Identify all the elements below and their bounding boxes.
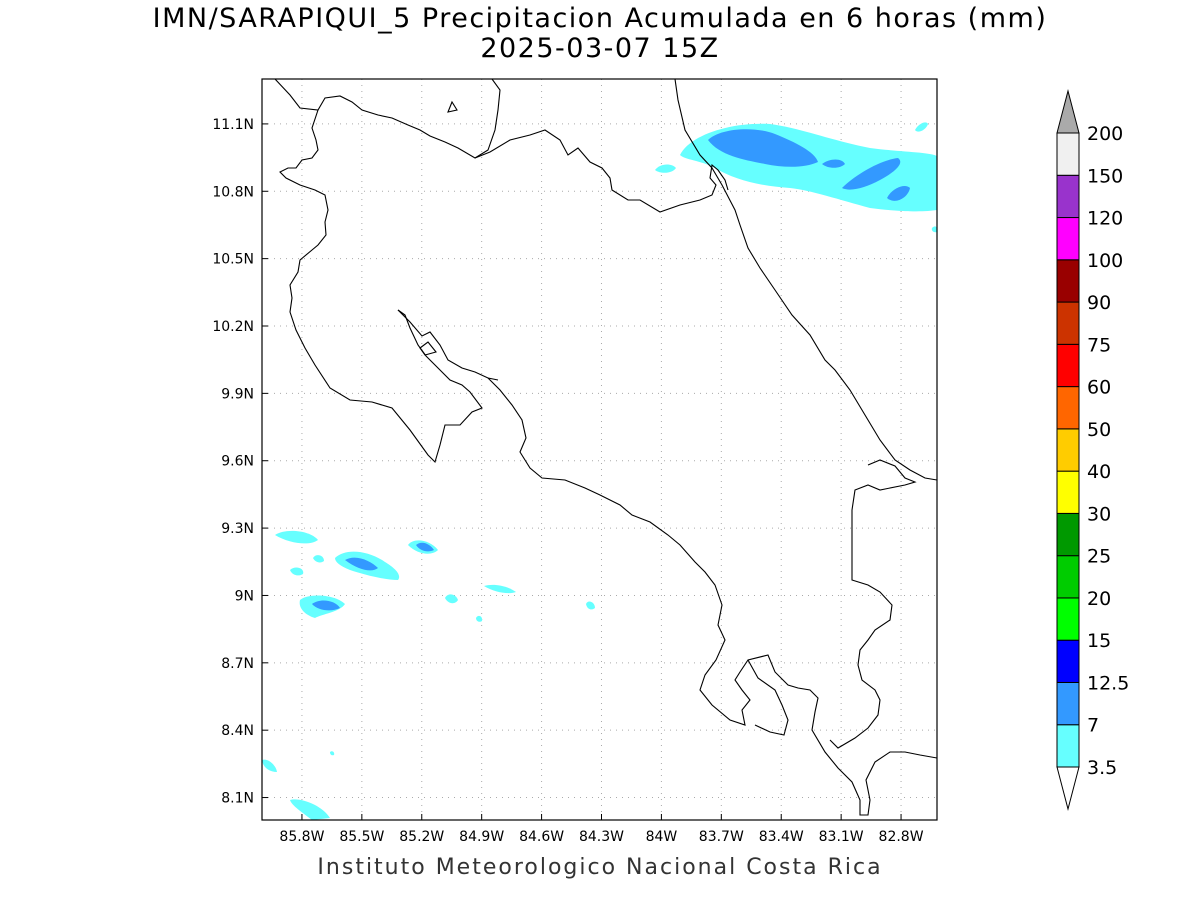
precip-area-light bbox=[655, 164, 676, 173]
precip-area-light bbox=[445, 594, 458, 604]
colorbar-legend: 3.5 7 12.5 15 20 25 30 40 50 60 75 90 100 120 150 200 bbox=[1056, 89, 1129, 811]
colorbar-swatch bbox=[1056, 639, 1080, 683]
colorbar-swatch bbox=[1056, 512, 1080, 557]
footer-credit: Instituto Meteorologico Nacional Costa R… bbox=[317, 855, 883, 880]
colorbar-label: 100 bbox=[1087, 250, 1123, 272]
lon-tick-label: 85.8W bbox=[279, 829, 324, 845]
colorbar-label: 75 bbox=[1087, 334, 1111, 356]
border-north bbox=[474, 129, 729, 213]
colorbar-swatch bbox=[1056, 217, 1080, 261]
lon-tick-label: 84.6W bbox=[519, 829, 564, 845]
lon-tick-label: 84.3W bbox=[579, 829, 624, 845]
precip-area-medium bbox=[708, 129, 818, 167]
colorbar-label: 15 bbox=[1087, 630, 1111, 652]
lat-tick-label: 10.5N bbox=[212, 252, 254, 268]
latitude-axis: 11.1N 10.8N 10.5N 10.2N 9.9N 9.6N 9.3N 9N 8.7N 8.… bbox=[212, 117, 268, 807]
precipitation-areas bbox=[262, 122, 937, 820]
longitude-axis: 85.8W 85.5W 85.2W 84.9W 84.6W 84.3W 84W 83.7W 83… bbox=[279, 814, 924, 845]
colorbar-label: 25 bbox=[1087, 546, 1111, 568]
lon-tick-label: 83.7W bbox=[699, 829, 744, 845]
lat-tick-label: 9.6N bbox=[221, 454, 254, 470]
map-frame bbox=[261, 78, 938, 821]
precip-area-light bbox=[313, 555, 324, 563]
precip-area-medium bbox=[887, 186, 910, 201]
colorbar-label: 7 bbox=[1087, 715, 1099, 737]
precip-area-medium bbox=[345, 557, 378, 571]
coastline-caribbean bbox=[674, 79, 937, 481]
precip-area-light bbox=[931, 226, 937, 233]
precip-area-light bbox=[262, 759, 277, 772]
lon-tick-label: 82.8W bbox=[879, 829, 924, 845]
colorbar-arrow-high bbox=[1056, 89, 1080, 134]
coastline-pacific-central bbox=[487, 377, 937, 816]
colorbar-label: 50 bbox=[1087, 419, 1111, 441]
precip-area-light bbox=[290, 799, 330, 820]
colorbar-swatch bbox=[1056, 343, 1080, 388]
lon-tick-label: 85.2W bbox=[399, 829, 444, 845]
lon-tick-label: 85.5W bbox=[339, 829, 384, 845]
colorbar-label: 150 bbox=[1087, 165, 1123, 187]
precip-area-light bbox=[330, 751, 335, 756]
colorbar-label: 40 bbox=[1087, 461, 1111, 483]
colorbar-swatch bbox=[1056, 428, 1080, 472]
colorbar-arrow-low bbox=[1056, 766, 1080, 811]
colorbar-swatch bbox=[1056, 555, 1080, 599]
precip-area-medium bbox=[842, 158, 901, 190]
colorbar-swatch bbox=[1056, 470, 1080, 514]
colorbar-label: 120 bbox=[1087, 208, 1123, 230]
map-valid-time: 2025-03-07 15Z bbox=[480, 33, 720, 64]
precip-area-medium bbox=[416, 542, 434, 552]
lon-tick-label: 83.1W bbox=[819, 829, 864, 845]
colorbar-label: 90 bbox=[1087, 292, 1111, 314]
lat-tick-label: 8.4N bbox=[221, 723, 254, 739]
precip-area-light bbox=[275, 530, 318, 544]
lat-tick-label: 8.7N bbox=[221, 656, 254, 672]
lon-tick-label: 84.9W bbox=[459, 829, 504, 845]
colorbar-swatch bbox=[1056, 301, 1080, 345]
precip-area-medium bbox=[312, 600, 340, 611]
coastline-north bbox=[274, 79, 501, 159]
chira-island bbox=[419, 341, 437, 356]
precip-area-light bbox=[476, 615, 483, 622]
colorbar-swatch bbox=[1056, 724, 1080, 768]
precip-area-medium bbox=[822, 159, 845, 168]
colorbar-label: 20 bbox=[1087, 588, 1111, 610]
precip-area-light bbox=[290, 567, 304, 576]
colorbar-swatch bbox=[1056, 259, 1080, 303]
gulf-nicoya bbox=[397, 309, 499, 381]
colorbar-label: 60 bbox=[1087, 377, 1111, 399]
colorbar-label: 3.5 bbox=[1087, 757, 1117, 779]
colorbar-label: 12.5 bbox=[1087, 672, 1129, 694]
lake-island bbox=[447, 100, 458, 113]
colorbar-swatch bbox=[1056, 174, 1080, 219]
lon-tick-label: 83.4W bbox=[759, 829, 804, 845]
border-panama bbox=[829, 459, 917, 749]
colorbar-swatch bbox=[1056, 386, 1080, 430]
coastlines bbox=[274, 79, 937, 816]
coastline-pacific-nw bbox=[279, 109, 483, 464]
osa-peninsula bbox=[747, 659, 789, 736]
lat-tick-label: 9.3N bbox=[221, 521, 254, 537]
lat-tick-label: 10.8N bbox=[212, 184, 254, 200]
colorbar-label: 200 bbox=[1087, 123, 1123, 145]
colorbar-swatch bbox=[1056, 132, 1080, 176]
lat-tick-label: 8.1N bbox=[221, 791, 254, 807]
precip-area-light bbox=[484, 584, 516, 594]
map-title: IMN/SARAPIQUI_5 Precipitacion Acumulada … bbox=[152, 3, 1048, 34]
colorbar-label: 30 bbox=[1087, 503, 1111, 525]
lon-tick-label: 84W bbox=[646, 829, 678, 845]
precip-area-light bbox=[915, 122, 928, 132]
lat-tick-label: 9N bbox=[235, 588, 254, 604]
colorbar-swatch bbox=[1056, 681, 1080, 726]
lat-tick-label: 10.2N bbox=[212, 319, 254, 335]
precip-area-light bbox=[586, 601, 595, 610]
colorbar-swatch bbox=[1056, 597, 1080, 641]
lat-tick-label: 11.1N bbox=[212, 117, 254, 133]
lat-tick-label: 9.9N bbox=[221, 386, 254, 402]
